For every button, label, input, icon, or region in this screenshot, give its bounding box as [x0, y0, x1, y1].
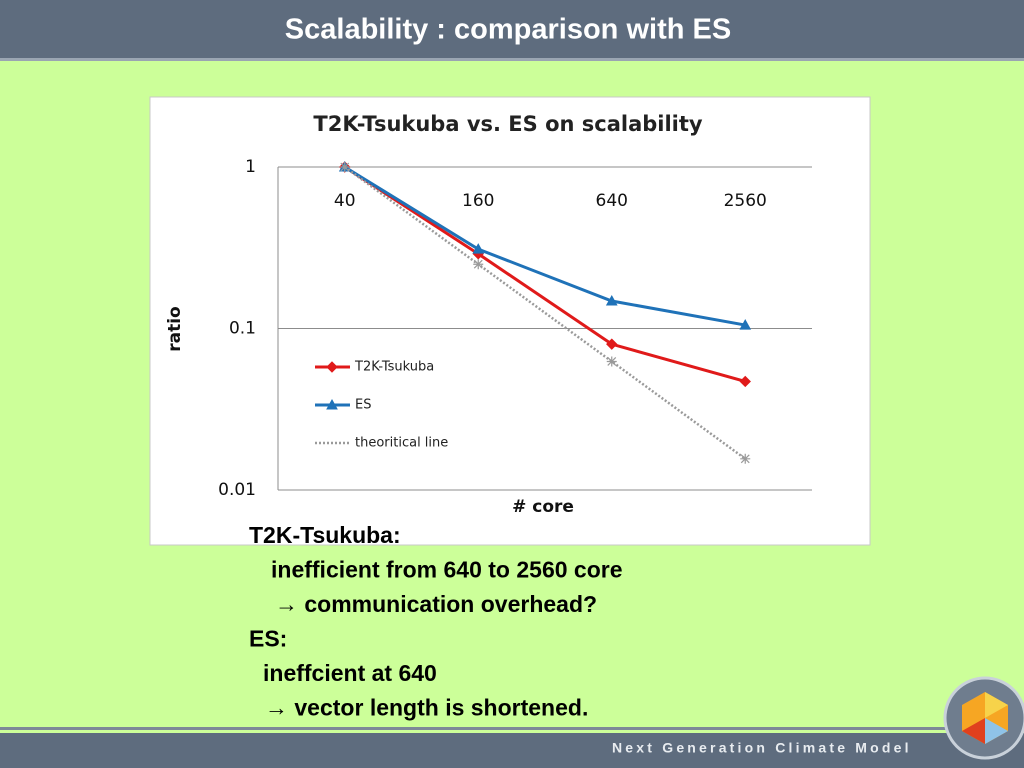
- footer-bar: [0, 733, 1024, 768]
- marker: [739, 319, 752, 330]
- marker: [472, 243, 485, 254]
- legend-label: theoritical line: [355, 436, 448, 451]
- header-rule: [0, 58, 1024, 61]
- x-tick-label: 160: [462, 191, 494, 211]
- series-line: [343, 165, 746, 383]
- note-line: ineffcient at 640: [263, 660, 437, 686]
- marker: [740, 453, 751, 464]
- note-line: inefficient from 640 to 2560 core: [271, 557, 623, 583]
- footer-rule: [0, 727, 1024, 730]
- marker: [339, 162, 350, 172]
- header-bar: [0, 0, 1024, 58]
- note-line: → communication overhead?: [275, 591, 597, 617]
- x-tick-label: 640: [596, 191, 628, 211]
- legend-label: T2K-Tsukuba: [354, 360, 434, 375]
- chart-title: T2K-Tsukuba vs. ES on scalability: [313, 112, 703, 136]
- marker: [606, 338, 618, 350]
- slide-title: Scalability : comparison with ES: [285, 14, 731, 46]
- marker: [326, 361, 338, 373]
- marker: [326, 398, 338, 410]
- note-line: T2K-Tsukuba:: [249, 522, 401, 548]
- x-tick-label: 40: [334, 191, 356, 211]
- marker: [605, 294, 618, 306]
- marker: [739, 375, 751, 388]
- note-line: → vector length is shortened.: [265, 695, 588, 721]
- marker: [473, 259, 484, 270]
- y-tick-label: 0.1: [229, 319, 256, 339]
- y-axis-label: ratio: [165, 306, 185, 352]
- marker: [606, 356, 617, 367]
- notes: T2K-Tsukuba: inefficient from 640 to 2560…: [249, 522, 623, 721]
- series-line: [343, 165, 746, 327]
- legend-label: ES: [355, 398, 371, 413]
- x-axis-label: # core: [512, 497, 574, 517]
- logo: [943, 676, 1024, 760]
- series-line: [344, 165, 746, 460]
- note-line: ES:: [249, 626, 287, 652]
- footer-text: Next Generation Climate Model: [612, 740, 912, 756]
- x-tick-label: 2560: [724, 191, 767, 211]
- y-tick-label: 1: [245, 157, 256, 177]
- chart-frame: [149, 96, 871, 546]
- y-tick-label: 0.01: [218, 480, 256, 500]
